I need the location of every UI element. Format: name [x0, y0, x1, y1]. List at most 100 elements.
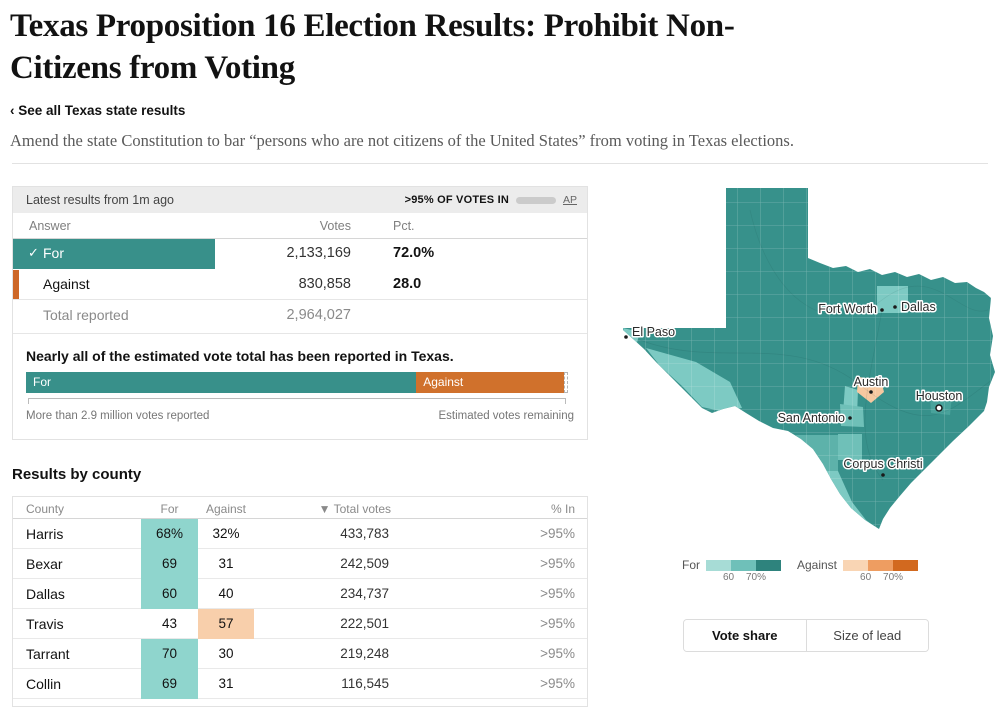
- legend-swatch: [868, 560, 894, 571]
- county-pct-in: >95%: [540, 586, 575, 601]
- county-row: Travis 43 57 222,501 >95%: [13, 609, 587, 639]
- county-pct-in: >95%: [540, 556, 575, 571]
- city-labels: El Paso Fort Worth Dallas Austin Houston…: [624, 299, 964, 477]
- county-table-header: County For Against ▼ Total votes % In: [13, 497, 587, 519]
- county-against-value: 57: [198, 609, 254, 639]
- county-grid-lines: [623, 188, 995, 529]
- legend-against-label: Against: [796, 558, 838, 572]
- county-total-votes: 222,501: [340, 616, 389, 631]
- for-winner-bar: [13, 239, 215, 269]
- county-pct-in: >95%: [540, 616, 575, 631]
- el-paso-dot: [624, 335, 628, 339]
- answer-table-header: Answer Votes Pct.: [13, 213, 587, 239]
- county-for-value: 60: [141, 579, 198, 609]
- county-for-value: 69: [141, 669, 198, 699]
- austin-dot: [869, 390, 873, 394]
- county-row: Bexar 69 31 242,509 >95%: [13, 549, 587, 579]
- county-table: County For Against ▼ Total votes % In Ha…: [12, 496, 588, 707]
- results-panel: Latest results from 1m ago >95% OF VOTES…: [12, 186, 588, 440]
- back-link[interactable]: ‹ See all Texas state results: [10, 103, 186, 118]
- page-title: Texas Proposition 16 Election Results: P…: [10, 8, 735, 87]
- county-name: Travis: [26, 616, 64, 632]
- county-name: Harris: [26, 526, 64, 542]
- legend-against-group: Against 60 70%: [796, 558, 919, 583]
- check-icon: ✓: [28, 245, 39, 260]
- latest-results-label: Latest results from 1m ago: [26, 193, 174, 207]
- road-line: [749, 209, 989, 316]
- estimate-bar-for: For: [26, 372, 417, 393]
- answer-column-header: Answer: [29, 219, 71, 233]
- corpus-christi-dot: [881, 473, 885, 477]
- for-column-header: For: [160, 502, 179, 516]
- county-table-body: Harris 68% 32% 433,783 >95% Bexar 69 31 242,509 >…: [13, 519, 587, 699]
- total-reported-votes: 2,964,027: [286, 307, 351, 323]
- county-against-value: 30: [218, 646, 234, 661]
- county-section-heading: Results by county: [12, 466, 142, 483]
- county-pct-in: >95%: [540, 676, 575, 691]
- county-total-votes: 433,783: [340, 526, 389, 541]
- county-total-votes: 242,509: [340, 556, 389, 571]
- total-reported-label: Total reported: [43, 307, 129, 323]
- county-pct-in: >95%: [540, 526, 575, 541]
- ap-source-link[interactable]: AP: [562, 194, 577, 206]
- against-column-header: Against: [205, 502, 247, 516]
- city-label: San Antonio: [778, 411, 845, 425]
- map-view-toggle: Vote share Size of lead: [683, 619, 929, 652]
- city-label: Corpus Christi: [843, 457, 922, 471]
- size-of-lead-button[interactable]: Size of lead: [805, 620, 928, 651]
- county-column-header: County: [26, 502, 65, 516]
- latest-results-bar: Latest results from 1m ago >95% OF VOTES…: [13, 187, 587, 213]
- county-total-votes: 116,545: [341, 676, 389, 691]
- pct-column-header: Pct.: [393, 219, 415, 233]
- texas-county-map[interactable]: El Paso Fort Worth Dallas Austin Houston…: [600, 180, 1000, 555]
- county-row: Tarrant 70 30 219,248 >95%: [13, 639, 587, 669]
- votes-column-header: Votes: [319, 219, 351, 233]
- map-legend: For 60 70% Against 60 70%: [600, 558, 1000, 583]
- road-line: [639, 339, 993, 416]
- county-against-value: 32%: [212, 526, 240, 541]
- county-name: Bexar: [26, 556, 63, 572]
- county-for-value: 68%: [141, 519, 198, 549]
- city-label: Houston: [916, 389, 963, 403]
- county-row: Harris 68% 32% 433,783 >95%: [13, 519, 587, 549]
- votes-in-meter: [515, 196, 556, 204]
- fort-worth-dot: [880, 308, 884, 312]
- legend-against-swatches: 60 70%: [843, 560, 919, 583]
- city-label: Fort Worth: [818, 302, 877, 316]
- votes-in-cluster: >95% OF VOTES IN AP: [405, 194, 577, 206]
- county-against-value: 31: [218, 676, 234, 691]
- county-for-value: 70: [141, 639, 198, 669]
- votes-in-label: >95% OF VOTES IN: [404, 194, 509, 206]
- vote-share-button[interactable]: Vote share: [684, 620, 806, 651]
- county-name: Collin: [26, 676, 62, 692]
- legend-swatch: [730, 560, 756, 571]
- header-divider: [12, 163, 988, 164]
- total-votes-sort-header[interactable]: ▼ Total votes: [318, 502, 391, 516]
- pct-in-column-header: % In: [550, 502, 575, 516]
- county-name: Dallas: [26, 586, 65, 602]
- houston-circle: [935, 404, 943, 412]
- legend-tick-60: 60: [860, 572, 872, 583]
- san-antonio-dot: [848, 416, 852, 420]
- total-reported-row: Total reported 2,964,027: [13, 299, 587, 331]
- estimate-section: Nearly all of the estimated vote total h…: [13, 333, 587, 439]
- against-pct-bar-track: [435, 283, 543, 288]
- estimate-bar: For Against: [26, 372, 568, 393]
- county-against-value: 40: [218, 586, 234, 601]
- road-line: [864, 309, 884, 481]
- estimate-heading: Nearly all of the estimated vote total h…: [26, 348, 454, 364]
- answer-pct: 72.0%: [393, 245, 435, 261]
- answer-row-against: Against 830,858 28.0: [13, 269, 587, 300]
- texas-map-svg: El Paso Fort Worth Dallas Austin Houston…: [623, 188, 995, 529]
- answer-pct: 28.0: [393, 276, 422, 292]
- county-against-value: 31: [218, 556, 234, 571]
- votes-reported-note: More than 2.9 million votes reported: [26, 410, 210, 422]
- votes-remaining-note: Estimated votes remaining: [438, 410, 574, 422]
- proposition-description: Amend the state Constitution to bar “per…: [10, 131, 794, 150]
- legend-tick-70: 70%: [745, 572, 766, 583]
- city-label: Austin: [854, 375, 889, 389]
- answer-label: Against: [43, 276, 90, 292]
- county-row: Dallas 60 40 234,737 >95%: [13, 579, 587, 609]
- answer-label: For: [43, 245, 64, 261]
